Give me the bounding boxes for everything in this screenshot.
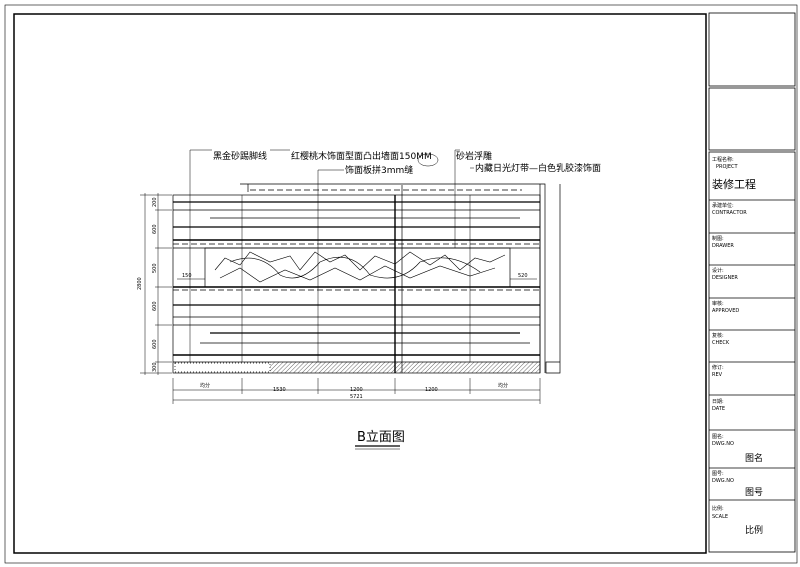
- date-label-en: DATE: [712, 406, 725, 412]
- side-dim: 600: [152, 301, 158, 311]
- bottom-dim: 1200: [425, 387, 438, 393]
- bottom-dim: 1200: [350, 387, 363, 393]
- bottom-dim: 均分: [200, 382, 210, 389]
- floor-hatch: [270, 362, 540, 373]
- project-label: 工程名称:: [712, 156, 734, 163]
- project-label-en: PROJECT: [716, 164, 739, 170]
- side-dim: 200: [152, 197, 158, 207]
- drawing-no-label-en: DWG.NO: [712, 478, 734, 484]
- scale-label-en: SCALE: [712, 514, 728, 520]
- drawing-border: [13, 13, 707, 554]
- annotation-panel-joint: 饰面板拼3mm缝: [345, 164, 413, 176]
- side-dimensions: [140, 193, 537, 375]
- drawing-name: 图名: [745, 452, 763, 464]
- title-block: [708, 12, 796, 553]
- approved-label-en: APPROVED: [712, 308, 739, 314]
- annotation-sandstone: 砂岩浮雕: [456, 150, 492, 162]
- drawer-label-en: DRAWER: [712, 243, 734, 249]
- check-label-en: CHECK: [712, 340, 730, 346]
- rev-label-en: REV: [712, 372, 723, 378]
- drawing-no-label: 图号:: [712, 471, 724, 477]
- side-dim: 600: [152, 224, 158, 234]
- bottom-dim: 1530: [273, 387, 286, 393]
- drawing-name-label-en: DWG.NO: [712, 441, 734, 447]
- side-dim: 300: [152, 362, 158, 372]
- contractor-label-en: CONTRACTOR: [712, 210, 747, 216]
- drawing-no: 图号: [745, 487, 763, 498]
- annotation-cherry-wood: 红樱桃木饰面型面凸出墙面150MM: [291, 150, 432, 162]
- side-total-dim: 2800: [137, 277, 143, 290]
- annotation-skirting: 黑金砂踢脚线: [213, 150, 267, 162]
- bottom-total-dim: 5721: [350, 394, 363, 400]
- designer-label-en: DESIGNER: [712, 275, 738, 281]
- inner-dim: 520: [518, 273, 528, 279]
- bottom-dimensions: [172, 378, 541, 404]
- project-name: 装修工程: [712, 177, 756, 191]
- bottom-dim: 均分: [498, 382, 508, 389]
- scale-value: 比例: [745, 524, 763, 536]
- rev-label: 修订:: [712, 364, 724, 371]
- inner-dim: 150: [182, 273, 192, 279]
- annotation-light-strip: 内藏日光灯带—白色乳胶漆饰面: [475, 162, 601, 174]
- contractor-label: 承建单位:: [712, 202, 734, 209]
- side-dim: 500: [152, 263, 158, 273]
- elevation: [172, 149, 561, 374]
- scale-label: 比例:: [712, 505, 724, 512]
- date-label: 日期:: [712, 399, 724, 405]
- drawing-name-label: 图名:: [712, 433, 724, 440]
- drawing-title: B立面图: [357, 430, 405, 445]
- check-label: 复核:: [712, 332, 724, 339]
- drawer-label: 制图:: [712, 235, 724, 242]
- side-dim: 600: [152, 339, 158, 349]
- sandstone-relief: [214, 251, 506, 283]
- approved-label: 审核:: [712, 300, 724, 307]
- outer-border: [4, 4, 798, 564]
- designer-label: 设计:: [712, 267, 724, 274]
